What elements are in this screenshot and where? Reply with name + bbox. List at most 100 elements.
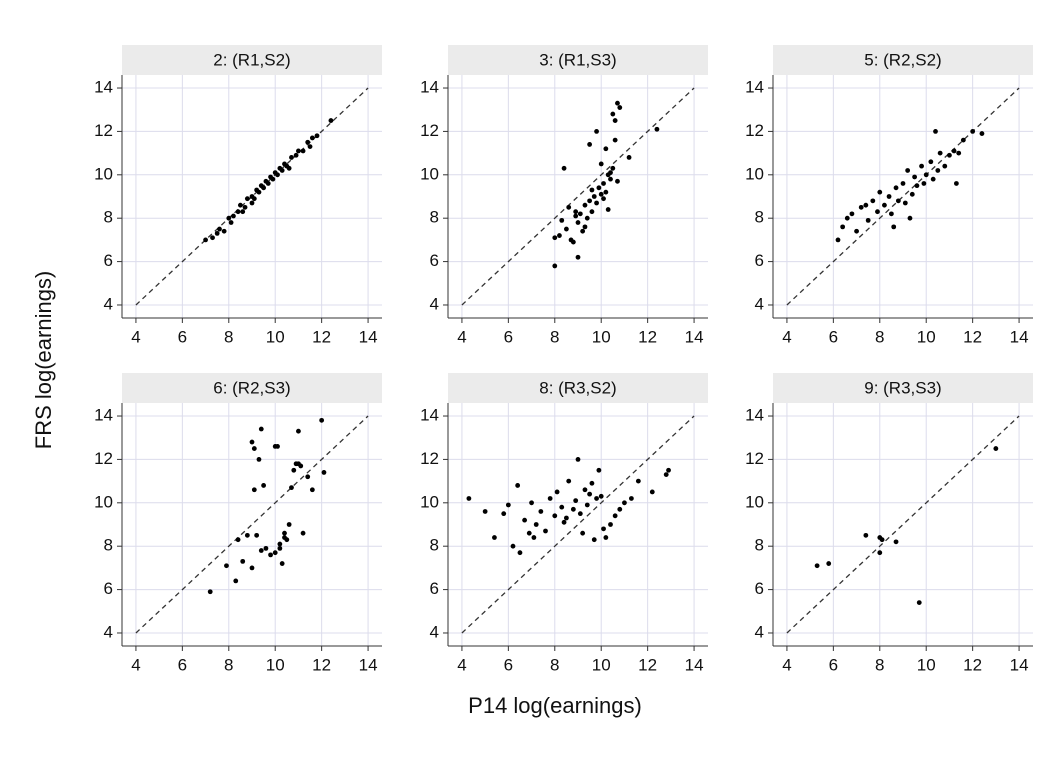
point bbox=[835, 237, 841, 243]
y-tick-label: 6 bbox=[104, 579, 113, 598]
point bbox=[282, 530, 287, 536]
point bbox=[970, 129, 976, 134]
point bbox=[258, 548, 264, 553]
panel-header bbox=[448, 373, 708, 403]
point bbox=[598, 493, 604, 499]
point bbox=[993, 446, 999, 451]
x-tick-label: 10 bbox=[592, 327, 611, 346]
point bbox=[242, 204, 248, 210]
y-tick-label: 6 bbox=[430, 251, 439, 270]
point bbox=[217, 226, 222, 232]
y-tick-label: 8 bbox=[104, 536, 113, 555]
x-tick-label: 4 bbox=[457, 655, 466, 674]
point bbox=[240, 558, 246, 564]
x-tick-label: 8 bbox=[550, 655, 559, 674]
y-tick-label: 14 bbox=[420, 78, 439, 97]
y-axis-title: FRS log(earnings) bbox=[31, 271, 56, 450]
y-tick-label: 6 bbox=[104, 251, 113, 270]
point bbox=[626, 155, 632, 160]
point bbox=[844, 215, 850, 221]
y-tick-label: 6 bbox=[430, 579, 439, 598]
point bbox=[307, 144, 313, 149]
point bbox=[942, 163, 948, 169]
point bbox=[893, 185, 899, 191]
point bbox=[912, 174, 918, 180]
point bbox=[275, 172, 280, 178]
point bbox=[888, 211, 894, 217]
point bbox=[573, 498, 579, 504]
point bbox=[268, 552, 273, 558]
point bbox=[570, 239, 576, 245]
point bbox=[309, 135, 315, 141]
reference-line bbox=[786, 415, 1020, 634]
point bbox=[543, 528, 548, 534]
point bbox=[547, 496, 553, 501]
point bbox=[296, 461, 301, 467]
point bbox=[854, 228, 859, 234]
point bbox=[979, 131, 985, 136]
point bbox=[570, 506, 576, 512]
point bbox=[928, 159, 934, 165]
point bbox=[601, 196, 606, 202]
point bbox=[594, 496, 599, 501]
point bbox=[935, 168, 941, 173]
point bbox=[663, 472, 669, 477]
point bbox=[635, 478, 641, 484]
point bbox=[529, 500, 534, 506]
y-tick-label: 14 bbox=[94, 406, 113, 425]
point bbox=[566, 204, 572, 210]
y-tick-label: 14 bbox=[420, 406, 439, 425]
x-tick-label: 4 bbox=[131, 327, 140, 346]
point bbox=[907, 215, 913, 221]
point bbox=[552, 263, 558, 269]
point bbox=[277, 545, 283, 551]
point bbox=[279, 561, 285, 566]
point bbox=[877, 189, 883, 195]
y-tick-label: 4 bbox=[755, 294, 764, 313]
point bbox=[221, 228, 227, 234]
point bbox=[270, 176, 276, 182]
y-tick-label: 12 bbox=[745, 121, 764, 140]
x-tick-label: 10 bbox=[266, 655, 285, 674]
point bbox=[244, 196, 250, 202]
point bbox=[863, 532, 869, 538]
y-tick-label: 14 bbox=[745, 78, 764, 97]
y-tick-label: 12 bbox=[745, 449, 764, 468]
point bbox=[933, 129, 938, 134]
point bbox=[566, 478, 572, 484]
point bbox=[951, 148, 957, 154]
y-tick-label: 8 bbox=[430, 536, 439, 555]
point bbox=[275, 443, 280, 449]
point bbox=[617, 105, 623, 110]
point bbox=[608, 170, 613, 176]
point bbox=[601, 526, 606, 532]
point bbox=[916, 600, 922, 606]
point bbox=[886, 194, 892, 199]
point bbox=[909, 191, 915, 197]
x-tick-label: 10 bbox=[917, 655, 936, 674]
point bbox=[522, 517, 528, 523]
point bbox=[254, 532, 260, 538]
x-tick-label: 6 bbox=[829, 327, 838, 346]
point bbox=[603, 535, 609, 540]
y-tick-label: 6 bbox=[755, 579, 764, 598]
x-tick-label: 12 bbox=[312, 327, 331, 346]
point bbox=[612, 513, 618, 519]
point bbox=[612, 118, 618, 123]
y-tick-label: 4 bbox=[430, 294, 439, 313]
point bbox=[923, 172, 929, 178]
y-tick-label: 6 bbox=[755, 251, 764, 270]
point bbox=[587, 491, 593, 497]
x-axis-title: P14 log(earnings) bbox=[468, 693, 642, 718]
point bbox=[900, 181, 906, 186]
point bbox=[510, 543, 516, 549]
point bbox=[203, 237, 208, 243]
point bbox=[882, 202, 887, 208]
x-tick-label: 12 bbox=[963, 327, 982, 346]
point bbox=[891, 224, 897, 230]
point bbox=[814, 563, 820, 569]
point bbox=[875, 209, 880, 215]
panel-header bbox=[122, 373, 382, 403]
point bbox=[902, 200, 908, 206]
point bbox=[617, 506, 623, 512]
